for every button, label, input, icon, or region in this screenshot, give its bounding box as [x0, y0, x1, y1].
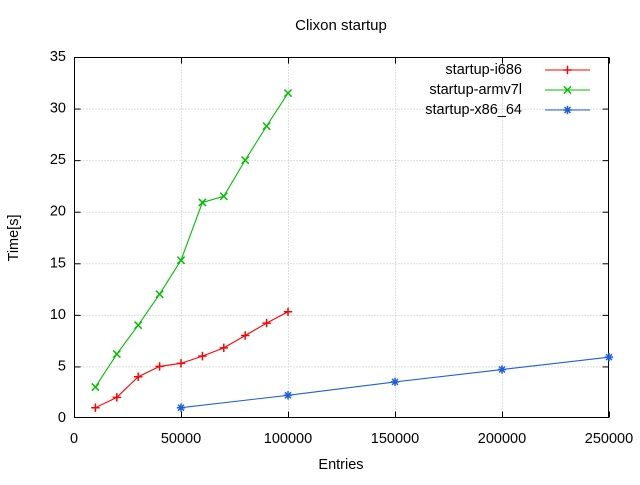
svg-text:200000: 200000	[478, 431, 526, 447]
svg-text:startup-armv7l: startup-armv7l	[429, 82, 522, 98]
svg-text:20: 20	[50, 204, 66, 220]
svg-text:150000: 150000	[371, 431, 419, 447]
svg-text:30: 30	[50, 101, 66, 117]
svg-text:50000: 50000	[161, 431, 201, 447]
svg-text:100000: 100000	[264, 431, 312, 447]
svg-text:startup-i686: startup-i686	[445, 62, 522, 78]
svg-text:0: 0	[58, 410, 66, 426]
svg-text:15: 15	[50, 255, 66, 271]
svg-text:Entries: Entries	[318, 457, 363, 473]
svg-text:Time[s]: Time[s]	[6, 215, 22, 262]
svg-text:Clixon startup: Clixon startup	[295, 17, 387, 34]
svg-text:5: 5	[58, 358, 66, 374]
svg-text:10: 10	[50, 307, 66, 323]
svg-text:startup-x86_64: startup-x86_64	[425, 102, 522, 118]
svg-text:35: 35	[50, 49, 66, 65]
svg-text:25: 25	[50, 152, 66, 168]
svg-text:0: 0	[70, 431, 78, 447]
svg-text:250000: 250000	[585, 431, 633, 447]
